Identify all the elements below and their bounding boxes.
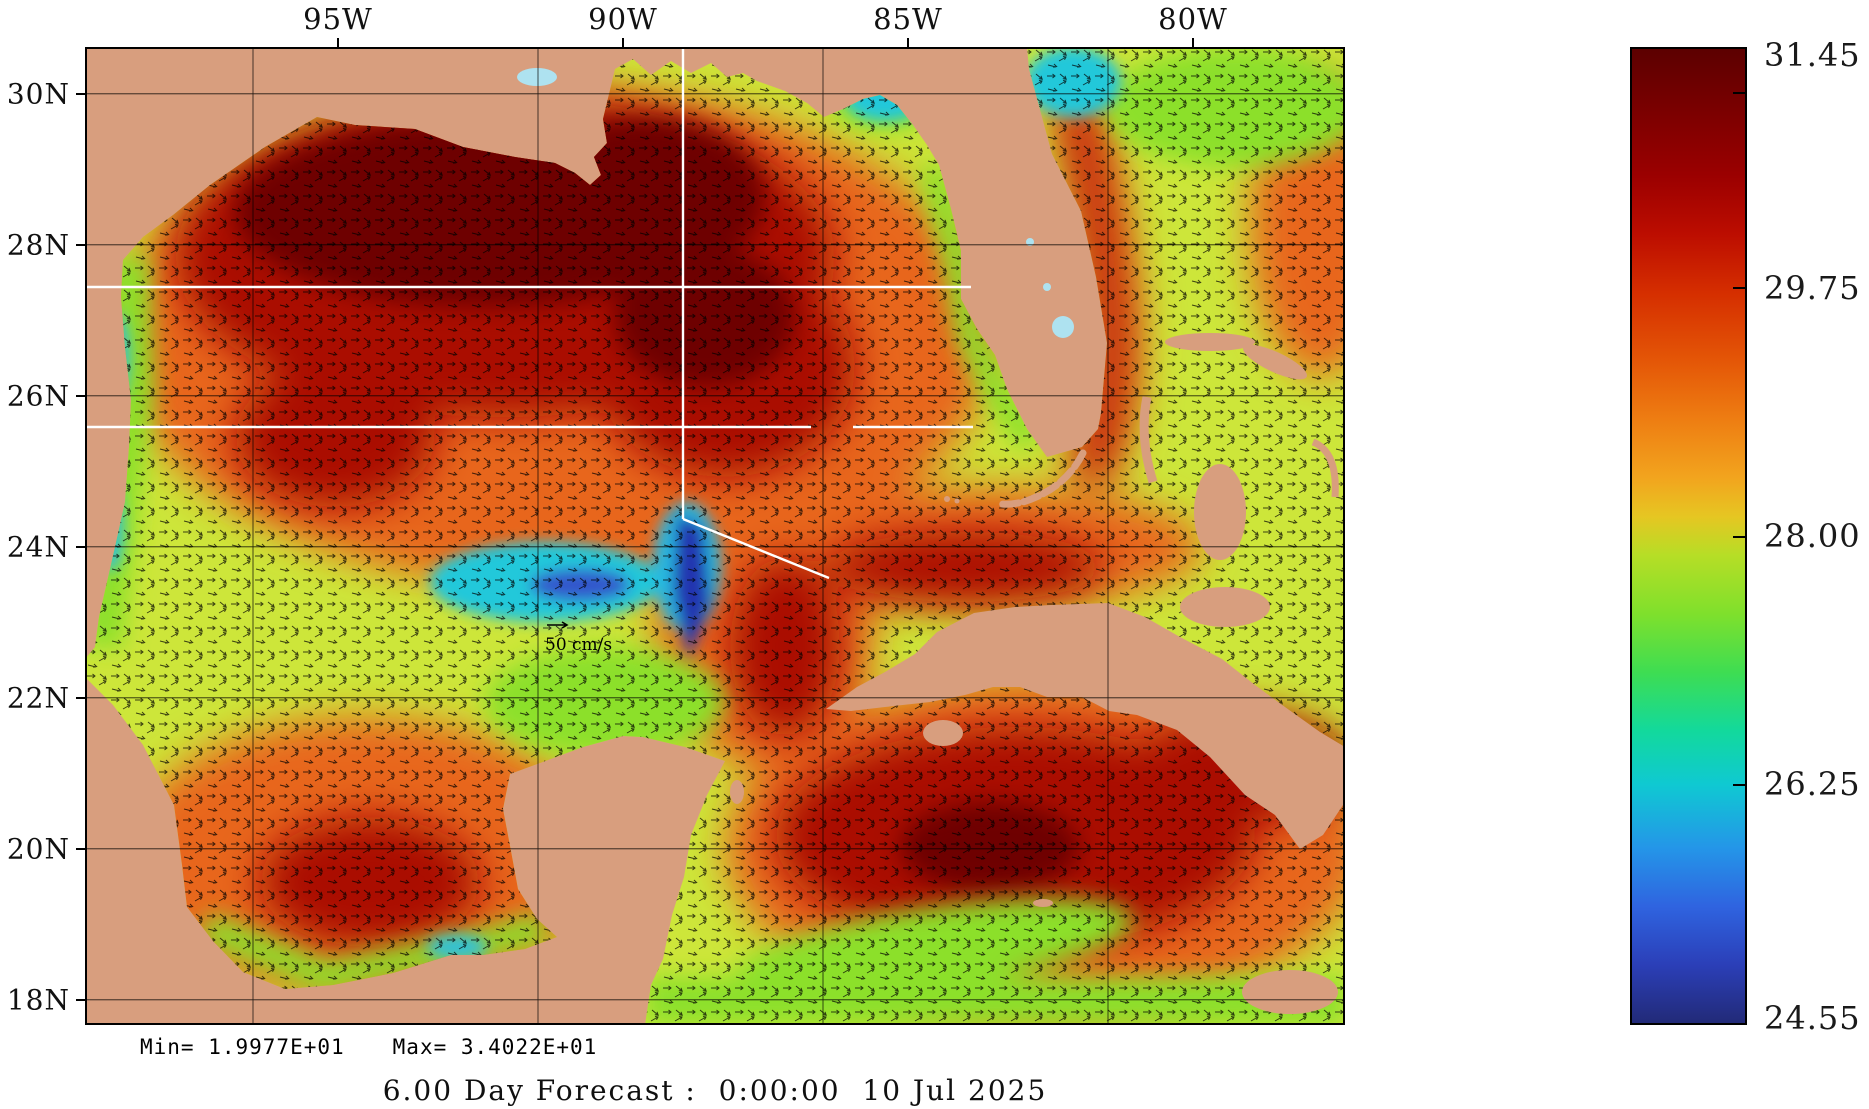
section-lines xyxy=(85,47,973,580)
isla-juventud xyxy=(923,720,963,746)
vector-scale-arrow-icon xyxy=(547,621,569,629)
y-tick-30n xyxy=(76,93,85,95)
x-axis-label-80w: 80W xyxy=(1158,2,1228,36)
lakes xyxy=(517,68,1074,338)
islands xyxy=(730,333,1345,1014)
y-tick-22n xyxy=(76,697,85,699)
y-tick-18n xyxy=(76,999,85,1001)
bahama-bank xyxy=(1180,587,1270,627)
colorbar xyxy=(1630,47,1747,1025)
x-axis-label-95w: 95W xyxy=(303,2,373,36)
colorbar-tick-1 xyxy=(1733,92,1747,94)
x-axis-label-90w: 90W xyxy=(588,2,658,36)
colorbar-label-min: 24.55 xyxy=(1764,999,1861,1037)
grid-lines xyxy=(85,47,1345,1025)
cuba-island xyxy=(826,603,1345,849)
colorbar-tick-3 xyxy=(1733,536,1747,538)
y-tick-20n xyxy=(76,848,85,850)
cayman-island xyxy=(1033,899,1053,907)
colorbar-label-2800: 28.00 xyxy=(1764,517,1861,555)
florida-keys xyxy=(997,449,1087,508)
section-line-diagonal xyxy=(682,517,830,580)
x-tick-90w xyxy=(622,38,624,47)
eleuthera-island xyxy=(1311,438,1339,498)
x-tick-85w xyxy=(907,38,909,47)
colorbar-tick-4 xyxy=(1733,784,1747,786)
bimini-bank xyxy=(1139,396,1158,484)
y-axis-label-28n: 28N xyxy=(6,228,70,262)
cozumel-island xyxy=(730,780,744,804)
x-axis-label-85w: 85W xyxy=(873,2,943,36)
dry-tortugas xyxy=(944,496,950,502)
max-stat: Max= 3.4022E+01 xyxy=(392,1035,598,1059)
vector-scale-label: 50 cm/s xyxy=(545,635,612,655)
map-svg: 50 cm/s xyxy=(85,47,1345,1025)
abaco-island xyxy=(1242,344,1308,380)
dry-tortugas-2 xyxy=(954,498,960,504)
y-axis-label-22n: 22N xyxy=(6,681,70,715)
y-axis-label-24n: 24N xyxy=(6,530,70,564)
y-tick-26n xyxy=(76,395,85,397)
y-axis-label-26n: 26N xyxy=(6,379,70,413)
lake-okeechobee xyxy=(1052,316,1074,338)
colorbar-label-2975: 29.75 xyxy=(1764,269,1861,307)
vector-scale-legend: 50 cm/s xyxy=(545,621,612,655)
lake-pontchartrain xyxy=(517,68,557,86)
y-tick-24n xyxy=(76,546,85,548)
plot-border xyxy=(85,47,1345,1025)
x-tick-80w xyxy=(1192,38,1194,47)
x-tick-95w xyxy=(337,38,339,47)
jamaica-island xyxy=(1242,970,1338,1014)
current-vectors-overlay xyxy=(85,47,1345,1025)
ocean-region xyxy=(85,47,1345,1025)
y-tick-28n xyxy=(76,244,85,246)
y-axis-label-30n: 30N xyxy=(6,77,70,111)
grand-bahama xyxy=(1165,333,1255,351)
y-axis-label-20n: 20N xyxy=(6,832,70,866)
andros-island xyxy=(1194,464,1246,560)
min-stat: Min= 1.9977E+01 xyxy=(140,1035,345,1059)
y-axis-label-18n: 18N xyxy=(6,983,70,1017)
page-title: 6.00 Day Forecast : 0:00:00 10 Jul 2025 xyxy=(382,1074,1048,1107)
colorbar-tick-2 xyxy=(1733,287,1747,289)
colorbar-label-max: 31.45 xyxy=(1764,36,1861,74)
colorbar-label-2625: 26.25 xyxy=(1764,765,1861,803)
field-stats: Min= 1.9977E+01 Max= 3.4022E+01 xyxy=(140,1035,597,1059)
map-plot: 50 cm/s xyxy=(85,47,1345,1025)
